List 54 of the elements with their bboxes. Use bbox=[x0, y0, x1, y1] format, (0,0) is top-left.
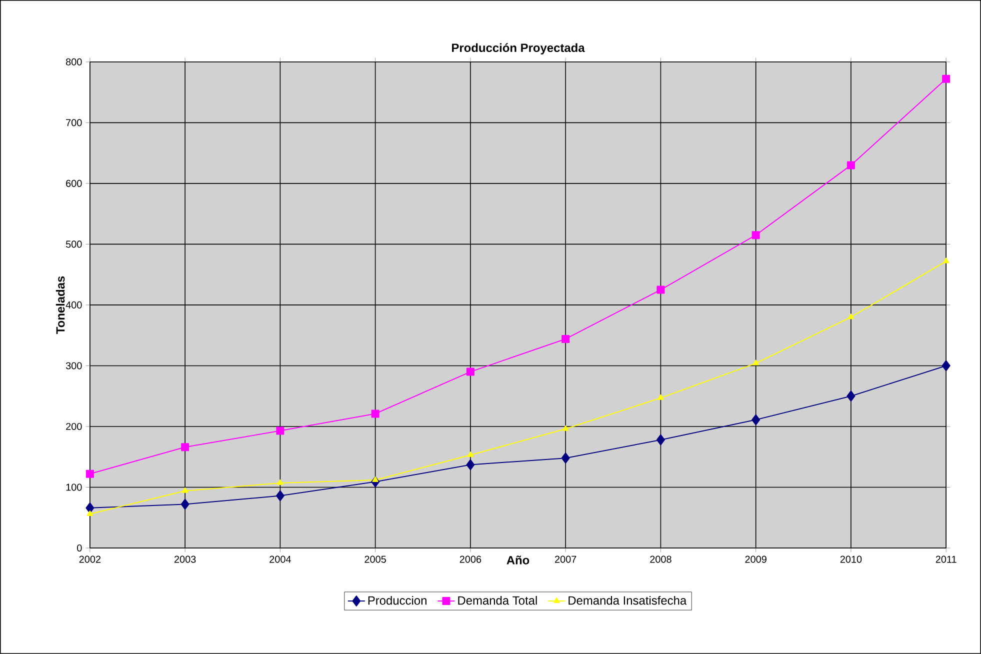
x-tick-label: 2008 bbox=[650, 556, 672, 563]
point bbox=[180, 498, 190, 510]
point bbox=[752, 414, 760, 426]
x-axis-title: Año bbox=[506, 556, 530, 564]
point bbox=[658, 394, 664, 400]
legend-label: Produccion bbox=[368, 596, 426, 605]
x-tick-label: 2002 bbox=[79, 556, 101, 563]
point bbox=[846, 161, 855, 170]
legend-label: Demanda Insatisfecha bbox=[568, 596, 687, 605]
point bbox=[86, 510, 94, 516]
y-tick-label: 600 bbox=[66, 180, 82, 187]
y-axis-title: Toneladas bbox=[56, 276, 65, 334]
point bbox=[942, 74, 950, 83]
x-tick-label: 2007 bbox=[554, 556, 576, 563]
point bbox=[277, 480, 284, 486]
point bbox=[846, 390, 856, 402]
point bbox=[562, 335, 570, 344]
y-tick-label: 400 bbox=[66, 301, 82, 309]
point bbox=[942, 258, 950, 264]
point bbox=[181, 443, 190, 452]
x-tick-label: 2005 bbox=[364, 556, 386, 563]
point bbox=[656, 434, 665, 446]
point bbox=[562, 425, 569, 431]
point bbox=[561, 452, 570, 464]
y-tick-label: 200 bbox=[66, 422, 82, 430]
x-tick-label: 2004 bbox=[270, 556, 291, 563]
y-tick-label: 0 bbox=[77, 544, 82, 552]
y-tick-label: 100 bbox=[66, 484, 82, 491]
point bbox=[942, 360, 950, 372]
legend-label: Demanda Total bbox=[458, 596, 537, 605]
point bbox=[371, 410, 380, 418]
point bbox=[466, 459, 475, 470]
x-tick-label: 2006 bbox=[460, 556, 482, 563]
point bbox=[372, 476, 378, 482]
x-tick-label: 2009 bbox=[745, 556, 766, 563]
point bbox=[276, 490, 284, 502]
chart-title: Producción Proyectada bbox=[452, 43, 585, 54]
point bbox=[467, 452, 474, 458]
y-tick-label: 300 bbox=[66, 362, 82, 370]
point bbox=[466, 368, 474, 376]
point bbox=[656, 286, 665, 294]
y-tick-label: 700 bbox=[66, 119, 82, 126]
point bbox=[752, 360, 759, 366]
point bbox=[276, 426, 284, 435]
point bbox=[86, 470, 94, 478]
x-tick-label: 2003 bbox=[174, 556, 196, 563]
point bbox=[752, 231, 760, 240]
x-tick-label: 2010 bbox=[840, 556, 862, 563]
x-tick-label: 2011 bbox=[936, 556, 956, 563]
point bbox=[182, 487, 188, 493]
y-tick-label: 500 bbox=[66, 240, 82, 248]
point bbox=[848, 314, 854, 320]
y-tick-label: 800 bbox=[66, 58, 82, 66]
point bbox=[86, 502, 94, 514]
